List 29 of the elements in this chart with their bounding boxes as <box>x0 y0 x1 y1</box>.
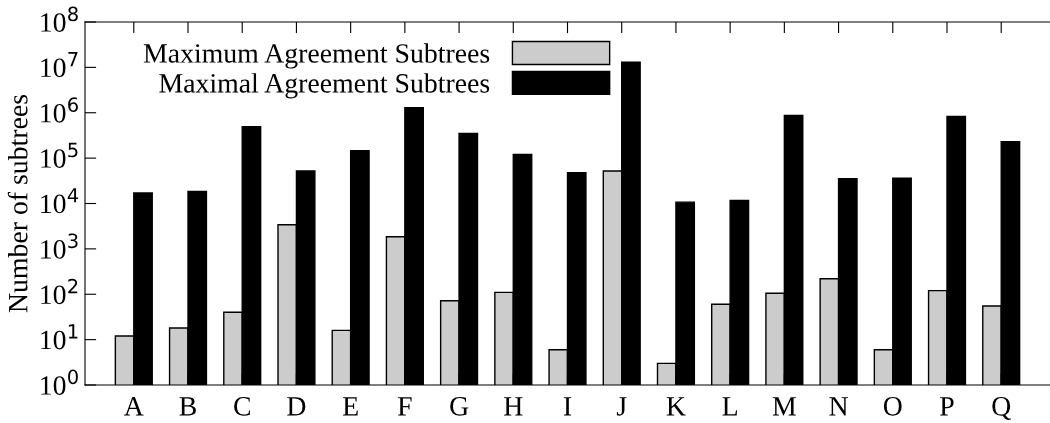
y-tick-label: 10$^{8}$ <box>41 6 78 32</box>
y-tick-label: 10$^{6}$ <box>41 97 78 123</box>
x-tick-label: J <box>616 397 627 416</box>
x-tick-label: N <box>829 397 848 416</box>
y-tick-label: 10$^{7}$ <box>41 52 78 78</box>
x-tick-label: I <box>563 397 572 416</box>
x-tick-label: K <box>666 397 686 416</box>
y-tick-label: 10$^{0}$ <box>41 369 78 395</box>
x-tick-label: A <box>124 397 144 416</box>
legend-label: Maximal Agreement Subtrees <box>159 73 490 99</box>
x-tick-label: D <box>287 397 306 416</box>
y-tick-label: 10$^{5}$ <box>41 142 78 168</box>
x-tick-label: P <box>940 397 954 416</box>
y-tick-label: 10$^{3}$ <box>41 233 78 259</box>
x-tick-label: C <box>234 396 250 416</box>
x-tick-label: L <box>722 397 737 416</box>
y-tick-label: 10$^{4}$ <box>41 188 79 214</box>
x-tick-label: G <box>450 396 469 416</box>
x-tick-label: E <box>342 397 358 416</box>
y-axis-title: Number of subtrees <box>7 94 28 313</box>
x-tick-label: M <box>772 397 796 416</box>
x-tick-label: B <box>179 397 196 416</box>
x-tick-label: F <box>397 397 412 416</box>
x-tick-label: H <box>504 397 523 416</box>
y-tick-label: 10$^{2}$ <box>41 278 78 305</box>
x-tick-label: O <box>883 396 902 416</box>
legend-label: Maximum Agreement Subtrees <box>143 43 490 69</box>
y-tick-label: 10$^{1}$ <box>41 324 78 350</box>
x-tick-label: Q <box>992 396 1011 420</box>
